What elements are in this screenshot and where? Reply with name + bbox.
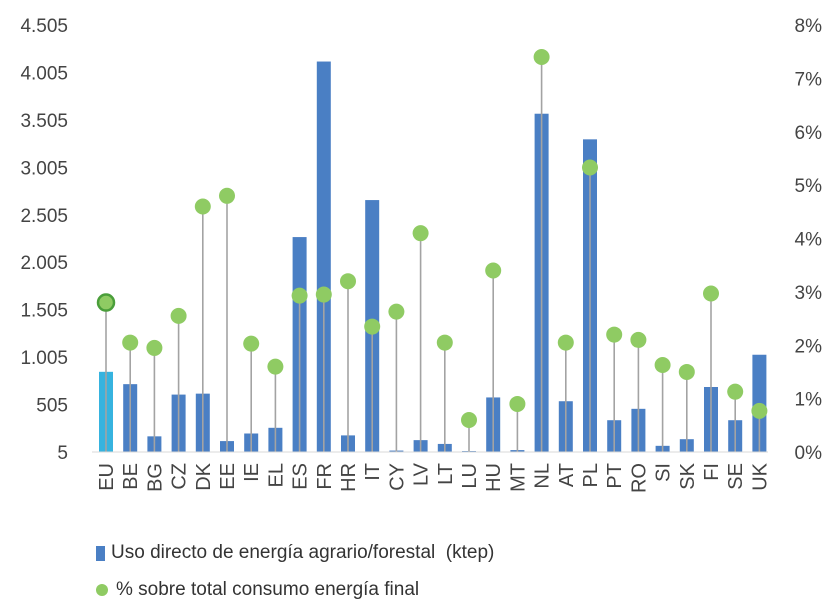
dot-fi xyxy=(703,285,719,302)
category-label-lu: LU xyxy=(459,463,481,489)
dot-dk xyxy=(194,198,211,215)
dot-si xyxy=(654,356,671,373)
left-axis-tick-label: 4.005 xyxy=(20,63,68,84)
dot-hu xyxy=(485,262,502,279)
category-label-it: IT xyxy=(362,463,384,481)
left-axis-tick-label: 3.005 xyxy=(20,158,68,179)
right-axis: 0% 1% 2% 3% 4% 5% 6% 7% 8% xyxy=(795,16,823,464)
left-axis-tick-label: 505 xyxy=(36,396,68,417)
category-label-el: EL xyxy=(265,463,287,487)
dot-lu xyxy=(461,411,477,428)
category-label-hu: HU xyxy=(483,463,505,492)
dot-ee xyxy=(219,187,235,204)
category-label-uk: UK xyxy=(749,462,771,490)
dot-cy xyxy=(388,303,405,320)
category-label-ee: EE xyxy=(217,463,239,490)
category-label-lt: LT xyxy=(435,463,457,485)
left-axis-tick-label: 3.505 xyxy=(20,111,68,132)
left-axis-tick-label: 4.505 xyxy=(20,16,68,37)
dot-ie xyxy=(243,335,260,352)
right-axis-tick-label: 4% xyxy=(795,230,823,251)
right-axis-tick-label: 1% xyxy=(795,390,823,411)
category-label-be: BE xyxy=(120,463,142,490)
category-label-ie: IE xyxy=(241,463,263,482)
category-label-fi: FI xyxy=(701,463,723,481)
dot-sk xyxy=(678,363,695,380)
dot-at xyxy=(557,334,574,351)
dot-eu xyxy=(96,293,116,312)
category-label-mt: MT xyxy=(507,463,529,492)
dot-nl xyxy=(533,49,550,66)
category-label-cy: CY xyxy=(386,463,408,491)
dot-es xyxy=(291,287,308,304)
right-axis-tick-label: 3% xyxy=(795,283,823,304)
category-label-se: SE xyxy=(725,463,747,490)
legend-bar-swatch xyxy=(96,545,105,561)
right-axis-tick-label: 2% xyxy=(795,336,823,357)
dot-fr xyxy=(315,286,332,303)
category-label-lv: LV xyxy=(411,462,433,486)
dot-uk xyxy=(751,402,768,419)
dot-mt xyxy=(509,395,526,412)
category-axis: EU BE BG CZ DK EE IE EL ES FR HR IT CY LV LT LU HU MT NL AT… xyxy=(96,462,771,493)
dot-be xyxy=(122,334,139,351)
category-label-hr: HR xyxy=(338,463,360,492)
category-label-cz: CZ xyxy=(169,463,191,490)
right-axis-tick-label: 6% xyxy=(795,123,823,144)
dot-series xyxy=(96,49,768,428)
category-label-es: ES xyxy=(290,463,312,490)
left-axis-tick-label: 2.505 xyxy=(20,206,68,227)
right-axis-tick-label: 5% xyxy=(795,176,823,197)
legend-bar-label: Uso directo de energía agrario/forestal … xyxy=(111,542,495,563)
category-label-sk: SK xyxy=(677,462,699,489)
dot-se xyxy=(727,383,744,400)
legend-dot-swatch xyxy=(96,584,108,596)
legend-item-bar: Uso directo de energía agrario/forestal … xyxy=(96,542,494,564)
left-axis-tick-label: 1.005 xyxy=(20,348,68,369)
category-label-at: AT xyxy=(556,463,578,487)
category-label-pt: PT xyxy=(604,463,626,489)
dot-lt xyxy=(436,334,453,351)
bar-series xyxy=(99,61,767,453)
right-axis-tick-label: 0% xyxy=(795,443,823,464)
dot-ro xyxy=(630,331,647,348)
dot-hr xyxy=(340,273,356,290)
left-axis-tick-label: 1.505 xyxy=(20,301,68,322)
dot-cz xyxy=(170,307,187,324)
dot-el xyxy=(267,358,284,375)
category-label-pl: PL xyxy=(580,463,602,487)
category-label-dk: DK xyxy=(193,462,215,490)
dot-lv xyxy=(412,225,429,242)
category-label-bg: BG xyxy=(144,463,166,492)
right-axis-tick-label: 7% xyxy=(795,69,823,90)
right-axis-tick-label: 8% xyxy=(795,16,823,37)
category-label-si: SI xyxy=(653,463,675,482)
legend-item-dot: % sobre total consumo energía final xyxy=(96,579,419,601)
category-label-ro: RO xyxy=(628,463,650,493)
legend-dot-label: % sobre total consumo energía final xyxy=(116,579,420,600)
category-label-nl: NL xyxy=(532,463,554,489)
category-label-fr: FR xyxy=(314,463,336,490)
dot-pt xyxy=(606,326,623,343)
bar-fr xyxy=(316,61,331,452)
left-axis-tick-label: 5 xyxy=(57,443,68,464)
left-axis-tick-label: 2.005 xyxy=(20,253,68,274)
dot-it xyxy=(364,318,381,335)
category-label-eu: EU xyxy=(96,463,118,491)
stem-series xyxy=(105,57,761,452)
dot-pl xyxy=(582,159,598,176)
dot-bg xyxy=(146,339,163,356)
left-axis: 5 505 1.005 1.505 2.005 2.505 3.005 3.505 4.005 4… xyxy=(20,16,68,464)
